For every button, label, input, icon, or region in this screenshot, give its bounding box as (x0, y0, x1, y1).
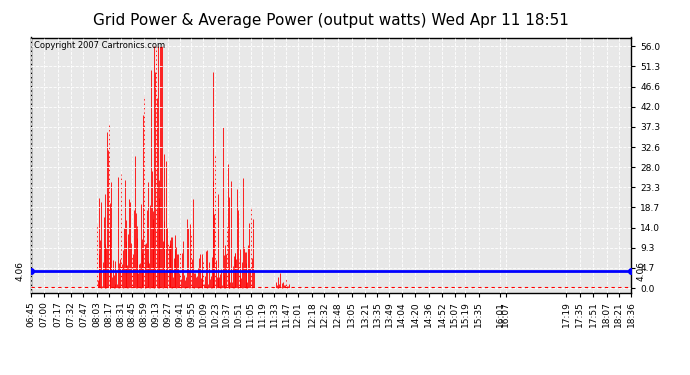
Text: Copyright 2007 Cartronics.com: Copyright 2007 Cartronics.com (34, 41, 165, 50)
Text: Grid Power & Average Power (output watts) Wed Apr 11 18:51: Grid Power & Average Power (output watts… (93, 13, 569, 28)
Text: 4.06: 4.06 (15, 261, 24, 280)
Text: 4.06: 4.06 (636, 261, 645, 280)
